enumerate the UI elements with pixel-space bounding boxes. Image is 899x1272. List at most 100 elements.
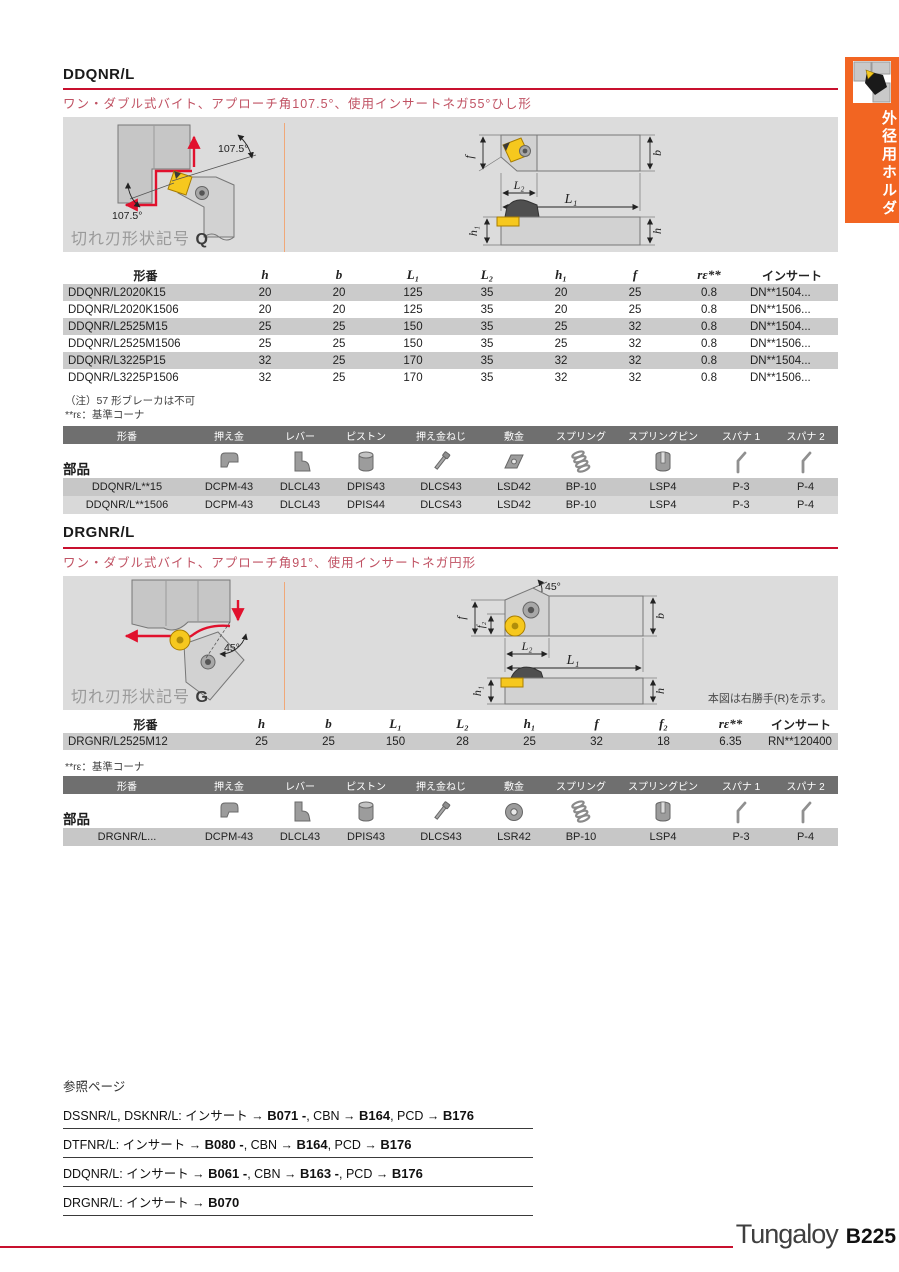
- table-header-cell: f: [632, 267, 638, 282]
- dim-f2: f₂: [476, 621, 487, 628]
- footer-rule: [0, 1246, 733, 1248]
- table-header-cell: インサート: [770, 717, 831, 732]
- angle-label: 45°: [224, 642, 240, 654]
- table-cell: DN**1504...: [750, 354, 811, 367]
- dim-L1: L₁: [566, 653, 580, 668]
- table-header-cell: スパナ 1: [709, 426, 773, 444]
- table-row: DDQNR/L3225P15 32 25 170 35 32 32 0.8 DN**1504..…: [63, 352, 838, 369]
- ref-segment: , PCD →: [339, 1167, 392, 1181]
- shim-washer-icon: [505, 803, 523, 821]
- table-cell: DN**1506...: [750, 337, 811, 350]
- table-header-cell: rε**: [697, 267, 721, 282]
- table-cell: 32: [628, 337, 642, 350]
- table-cell: DN**1506...: [750, 371, 811, 384]
- table-row: DRGNR/L2525M12 25 25 150 28 25 32 18 6.35 RN**120…: [63, 733, 838, 750]
- parts-header-row: 形番 押え金 レバー ピストン 押え金ねじ 敷金 スプリング スプリングピン スパナ 1 スパナ …: [63, 426, 838, 444]
- parts-table-body: DDQNR/L**15 DCPM-43 DLCL43 DPIS43 DLCS43 LSD4…: [63, 478, 838, 514]
- table-cell: DN**1506...: [750, 303, 811, 316]
- reference-title: 参照ページ: [63, 1080, 126, 1094]
- table-cell: 0.8: [701, 286, 717, 299]
- table-cell: BP-10: [565, 499, 597, 511]
- spring-icon: [571, 450, 591, 473]
- hand-note: 本図は右勝手(R)を示す。: [707, 693, 832, 705]
- table-cell: DCPM-43: [204, 499, 254, 511]
- page-number: B225: [845, 1225, 896, 1248]
- table-header-cell: 敷金: [483, 426, 545, 444]
- table-cell: DDQNR/L**15: [91, 481, 163, 493]
- section1-spec-table: 形番 h b L₁ L₂ h₁ f rε** インサート DDQNR/L2020K15 20 20 1…: [63, 266, 838, 386]
- shim-diamond-icon: [504, 454, 524, 469]
- table-cell: DLCS43: [420, 481, 462, 493]
- section2-application-drawing: 45°: [124, 579, 248, 701]
- section2-note1: **rε：基準コーナ: [65, 761, 145, 773]
- section1-diagram-panel: 107.5° 107.5° f b L₂ L₁: [63, 117, 838, 252]
- table-cell: 25: [628, 303, 642, 316]
- table-header-cell: rε**: [718, 716, 743, 731]
- piston-icon: [358, 801, 374, 822]
- parts-label: 部品: [63, 812, 90, 827]
- table-header-cell: h: [261, 267, 269, 282]
- table-cell: 32: [258, 354, 272, 367]
- dim-b: b: [653, 613, 667, 619]
- table-header-cell: 形番: [133, 717, 158, 732]
- hex-wrench-icon: [736, 451, 747, 474]
- table-cell: 20: [332, 286, 346, 299]
- table-cell: DLCL43: [279, 831, 321, 843]
- section2-title: DRGNR/L: [63, 524, 135, 541]
- hex-wrench-icon: [736, 801, 747, 824]
- spec-header-row: 形番 h b L₁ L₂ h₁ f rε** インサート: [63, 266, 838, 284]
- edge-symbol-letter: Q: [195, 231, 209, 248]
- dim-h1: h₁: [470, 686, 484, 696]
- table-cell: 18: [657, 735, 670, 748]
- table-cell: 25: [332, 371, 346, 384]
- table-cell: 0.8: [701, 371, 717, 384]
- ref-segment: B080 -: [204, 1137, 244, 1152]
- table-header-cell: 押え金ねじ: [399, 776, 483, 794]
- clamp-side-view: [510, 666, 544, 679]
- table-cell: LSD42: [497, 499, 531, 511]
- table-cell: 150: [385, 735, 406, 748]
- table-cell: 25: [258, 320, 272, 333]
- table-cell: 35: [480, 303, 494, 316]
- table-row: DDQNR/L2020K1506 20 20 125 35 20 25 0.8 DN**1506…: [63, 301, 838, 318]
- holder-thumb-icon: [853, 61, 891, 103]
- table-cell: 32: [628, 371, 642, 384]
- table-row: DRGNR/L... DCPM-43 DLCL43 DPIS43 DLCS43 LSR42…: [63, 828, 838, 846]
- ref-segment: , CBN →: [306, 1109, 360, 1123]
- table-cell: 32: [628, 354, 642, 367]
- table-cell: P-4: [796, 499, 815, 511]
- panel-divider: [284, 123, 285, 252]
- table-header-cell: f₂: [659, 716, 668, 731]
- table-cell: 35: [480, 337, 494, 350]
- table-cell: P-3: [732, 831, 750, 843]
- section1-subtitle: ワン・ダブル式バイト、アプローチ角107.5°、使用インサートネガ55°ひし形: [63, 97, 532, 111]
- table-cell: BP-10: [565, 481, 597, 493]
- table-cell: 32: [590, 735, 603, 748]
- reference-block: 参照ページ DSSNR/L, DSKNR/L: インサート → B071 -, …: [63, 1076, 533, 1216]
- dim-f: f: [454, 615, 468, 620]
- table-cell: 25: [628, 286, 642, 299]
- spring-pin-icon: [655, 801, 671, 822]
- table-header-cell: レバー: [267, 426, 333, 444]
- table-cell: DDQNR/L2525M15: [68, 320, 168, 333]
- table-cell: 150: [403, 320, 423, 333]
- dim-f: f: [462, 154, 476, 159]
- table-cell: 0.8: [701, 354, 717, 367]
- edge-symbol-label: 切れ刃形状記号 Q: [71, 225, 209, 249]
- table-row: DDQNR/L2020K15 20 20 125 35 20 25 0.8 DN**1504..…: [63, 284, 838, 301]
- section1-dimension-drawing: f b L₂ L₁ h₁ h: [462, 134, 664, 246]
- angle-label-top: 107.5°: [218, 143, 248, 155]
- table-cell: 20: [554, 286, 568, 299]
- edge-symbol-label: 切れ刃形状記号 G: [71, 683, 209, 707]
- table-cell: 25: [523, 735, 536, 748]
- table-header-cell: 押え金: [191, 426, 267, 444]
- table-cell: 32: [554, 354, 568, 367]
- table-cell: DDQNR/L3225P1506: [68, 371, 179, 384]
- ref-segment: B176: [380, 1137, 412, 1152]
- sidebar-tab-external-holders[interactable]: 外径用ホルダ: [845, 57, 899, 223]
- table-cell: 25: [332, 354, 346, 367]
- table-cell: 32: [554, 371, 568, 384]
- angle-label: 45°: [545, 581, 561, 593]
